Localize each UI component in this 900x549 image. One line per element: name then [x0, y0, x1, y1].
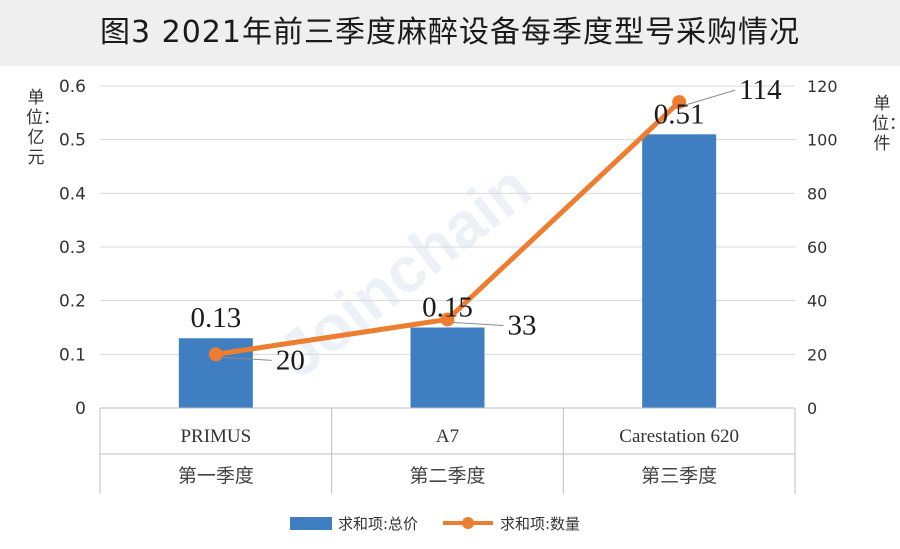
leader-line: [453, 321, 504, 326]
right-tick-label: 100: [807, 131, 838, 150]
bar-value-label: 0.15: [422, 292, 473, 324]
line-value-label: 114: [739, 74, 782, 106]
left-tick-label: 0.3: [59, 238, 86, 258]
category-model-label: A7: [436, 426, 459, 447]
leader-line: [685, 89, 736, 106]
bar: [642, 134, 717, 409]
chart-title: 图3 2021年前三季度麻醉设备每季度型号采购情况: [100, 15, 800, 50]
line-value-label: 20: [276, 344, 305, 376]
bar: [410, 327, 485, 408]
category-quarter-label: 第二季度: [409, 465, 485, 487]
left-tick-label: 0.2: [59, 292, 86, 312]
right-tick-label: 60: [807, 238, 827, 257]
left-tick-label: 0.6: [59, 77, 86, 97]
right-tick-label: 80: [807, 184, 827, 203]
quantity-point: [208, 347, 223, 362]
data-labels: 0.13 0.15 0.51 20 33 114: [190, 74, 782, 376]
category-quarter-label: 第一季度: [178, 465, 254, 487]
title-bar: [0, 0, 900, 66]
legend-swatch-marker: [462, 517, 474, 529]
legend-label-line: 求和项:数量: [500, 515, 580, 533]
bar-value-label: 0.13: [190, 302, 241, 334]
left-tick-label: 0.4: [59, 184, 86, 204]
right-tick-label: 40: [807, 292, 827, 311]
quantity-line: [208, 95, 687, 362]
legend-swatch-bar: [290, 517, 332, 530]
axes: 0 0.1 0.2 0.3 0.4 0.5 0.6 0 20 40 60 80 100 120: [59, 77, 838, 419]
quantity-point: [672, 95, 687, 110]
leader-line: [221, 356, 272, 361]
bar-value-label: 0.51: [654, 98, 705, 130]
quantity-point: [440, 312, 455, 327]
left-tick-label: 0.5: [59, 131, 86, 151]
legend: 求和项:总价 求和项:数量: [290, 515, 580, 533]
right-axis-unit: 单位：件: [872, 94, 900, 154]
category-model-label: PRIMUS: [180, 426, 251, 447]
right-tick-label: 20: [807, 345, 827, 364]
category-quarter-label: 第三季度: [641, 465, 717, 487]
legend-label-bar: 求和项:总价: [338, 515, 418, 533]
right-tick-label: 120: [807, 77, 838, 96]
category-model-label: Carestation 620: [619, 426, 739, 447]
right-tick-label: 0: [807, 399, 817, 418]
category-table: PRIMUS 第一季度 A7 第二季度 Carestation 620 第三季度: [99, 407, 796, 494]
left-tick-label: 0.1: [59, 345, 86, 365]
line-value-label: 33: [508, 309, 537, 341]
left-tick-label: 0: [75, 399, 86, 419]
